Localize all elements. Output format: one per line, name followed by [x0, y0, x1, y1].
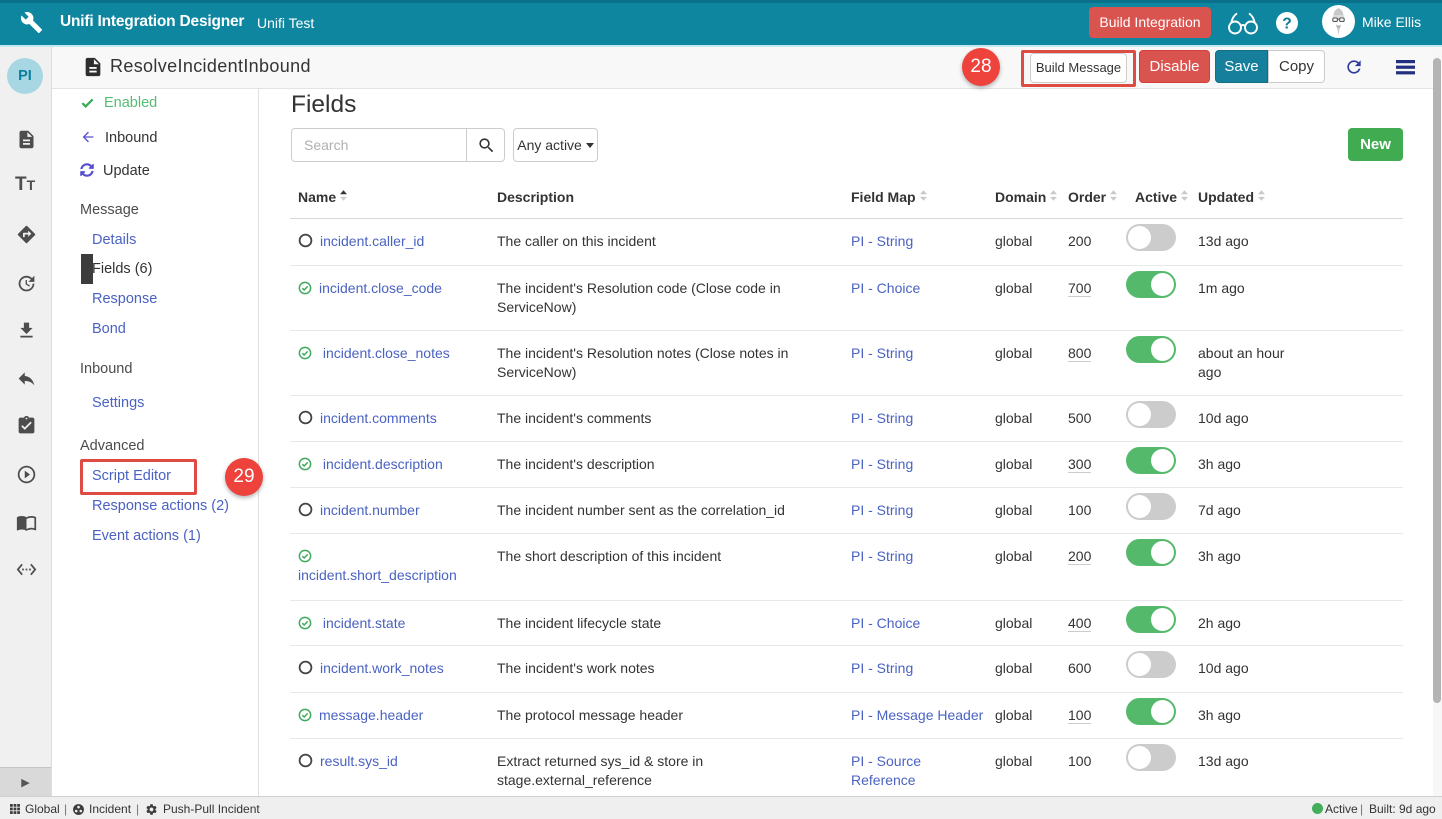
- svg-text:?: ?: [1282, 16, 1292, 33]
